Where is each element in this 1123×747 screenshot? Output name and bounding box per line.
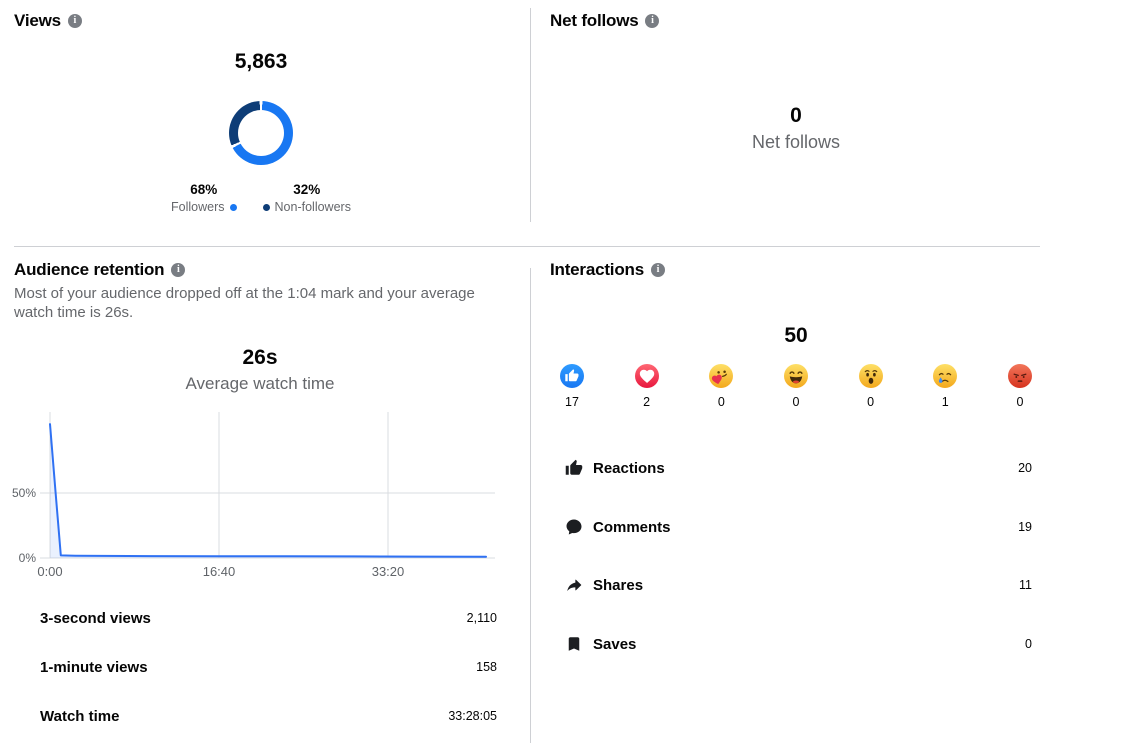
interactions-header: Interactions: [550, 260, 665, 280]
stat-value: 2,110: [466, 611, 497, 625]
sad-count: 1: [941, 395, 949, 409]
interactions-row-reactions: Reactions 20: [565, 458, 1032, 478]
legend-item-non-followers: 32% Non-followers: [262, 182, 351, 214]
svg-text:0:00: 0:00: [37, 564, 62, 579]
reaction-sad: 1: [923, 364, 967, 409]
audience-retention-chart: 50% 0%0:00 16:40 33:20: [12, 412, 495, 579]
reaction-care: 0: [699, 364, 743, 409]
views-total: 5,863: [234, 50, 288, 73]
shares-row-label: Shares: [593, 576, 644, 594]
average-watch-time-label: Average watch time: [185, 374, 335, 393]
saves-row-label: Saves: [593, 635, 637, 653]
svg-text:16:40: 16:40: [203, 564, 236, 579]
svg-text:33:20: 33:20: [372, 564, 405, 579]
interactions-total: 50: [784, 324, 808, 347]
audience-retention-section: Audience retention Most of your audience…: [0, 247, 530, 747]
interactions-section: Interactions 50 17: [530, 247, 1123, 747]
stat-value: 33:28:05: [448, 709, 497, 723]
legend-item-followers: 68% Followers: [171, 182, 237, 214]
reaction-love: 2: [625, 364, 669, 409]
views-info-icon[interactable]: [67, 14, 82, 28]
non-followers-dot-icon: [262, 203, 270, 211]
like-icon: [560, 364, 584, 388]
stat-label: 3-second views: [40, 609, 151, 627]
care-count: 0: [717, 395, 725, 409]
views-title: Views: [14, 11, 61, 30]
sad-icon: [933, 364, 958, 388]
vertical-divider-top: [530, 8, 531, 222]
followers-pct: 68%: [190, 182, 218, 197]
non-followers-label: Non-followers: [274, 200, 351, 214]
stat-value: 158: [476, 660, 497, 674]
haha-count: 0: [792, 395, 800, 409]
reaction-haha: 0: [774, 364, 818, 409]
net-follows-header: Net follows: [550, 11, 660, 31]
horizontal-divider: [14, 246, 1040, 247]
interactions-title: Interactions: [550, 260, 644, 279]
stat-row-1-minute-views: 1-minute views 158: [40, 657, 497, 677]
audience-retention-header: Audience retention: [14, 260, 186, 280]
stat-label: Watch time: [40, 707, 120, 725]
reactions-breakdown-row: 17 2: [550, 364, 1042, 409]
love-count: 2: [643, 395, 651, 409]
wow-icon: [858, 364, 883, 388]
comments-row-label: Comments: [593, 518, 671, 536]
wow-count: 0: [867, 395, 875, 409]
donut-hole: [238, 110, 284, 156]
thumbs-up-icon: [565, 459, 583, 475]
saves-row-value: 0: [1025, 637, 1032, 651]
audience-retention-title: Audience retention: [14, 260, 165, 279]
svg-text:50%: 50%: [12, 486, 36, 500]
bookmark-icon: [568, 637, 580, 651]
reaction-like: 17: [550, 364, 594, 409]
svg-text:0%: 0%: [19, 551, 37, 565]
retention-area-fill: [50, 424, 487, 558]
views-section: Views 5,863 68% Followers 32% Non-follow…: [0, 0, 530, 246]
comments-row-value: 19: [1018, 520, 1032, 534]
stat-row-watch-time: Watch time 33:28:05: [40, 706, 497, 726]
average-watch-time-value: 26s: [242, 346, 278, 369]
angry-icon: [1007, 364, 1032, 388]
interactions-row-saves: Saves 0: [565, 634, 1032, 654]
net-follows-title: Net follows: [550, 11, 639, 30]
net-follows-value: 0: [790, 104, 802, 127]
stat-row-3-second-views: 3-second views 2,110: [40, 608, 497, 628]
net-follows-info-icon[interactable]: [645, 14, 660, 28]
followers-dot-icon: [229, 203, 237, 211]
shares-row-value: 11: [1019, 578, 1032, 592]
haha-icon: [783, 364, 808, 388]
reactions-row-label: Reactions: [593, 459, 665, 477]
audience-retention-info-icon[interactable]: [171, 263, 186, 277]
net-follows-section: Net follows 0 Net follows: [530, 0, 1123, 246]
interactions-row-shares: Shares 11: [565, 575, 1032, 595]
angry-count: 0: [1016, 395, 1024, 409]
views-legend: 68% Followers 32% Non-followers: [0, 182, 522, 214]
followers-label: Followers: [171, 200, 225, 214]
interactions-row-comments: Comments 19: [565, 517, 1032, 537]
like-count: 17: [565, 395, 579, 409]
reaction-wow: 0: [849, 364, 893, 409]
share-icon: [567, 579, 582, 592]
stat-label: 1-minute views: [40, 658, 148, 676]
love-icon: [634, 364, 659, 388]
interactions-info-icon[interactable]: [650, 263, 665, 277]
net-follows-label: Net follows: [751, 132, 841, 152]
audience-retention-description: Most of your audience dropped off at the…: [14, 285, 475, 321]
comment-icon: [566, 519, 582, 535]
reaction-angry: 0: [998, 364, 1042, 409]
views-donut-chart: [229, 101, 293, 165]
vertical-divider-bottom: [530, 268, 531, 743]
views-header: Views: [14, 11, 82, 31]
retention-line: [49, 423, 488, 558]
care-icon: [709, 364, 734, 388]
non-followers-pct: 32%: [293, 182, 321, 197]
reactions-row-value: 20: [1018, 461, 1032, 475]
